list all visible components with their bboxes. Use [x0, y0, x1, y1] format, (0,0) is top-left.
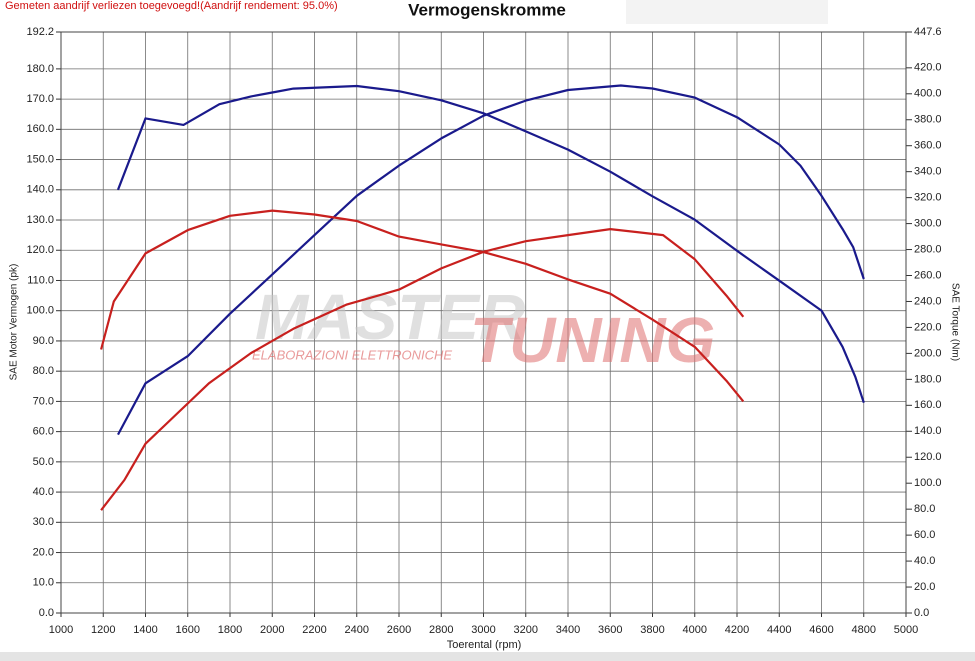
x-tick-label: 1600	[176, 624, 200, 636]
x-tick-label: 4600	[809, 624, 833, 636]
y2-tick-label: 0.0	[914, 607, 929, 619]
y-tick-label: 50.0	[33, 456, 54, 468]
y2-tick-label: 360.0	[914, 140, 942, 152]
watermark-text: ELABORAZIONI ELETTRONICHE	[252, 347, 452, 362]
y2-tick-label: 180.0	[914, 373, 942, 385]
x-tick-label: 5000	[894, 624, 918, 636]
y-tick-label: 180.0	[26, 63, 54, 75]
y2-tick-label: 340.0	[914, 166, 942, 178]
x-tick-label: 2000	[260, 624, 284, 636]
x-tick-label: 4000	[683, 624, 707, 636]
x-tick-label: 2800	[429, 624, 453, 636]
series-line	[117, 84, 865, 436]
y2-tick-label: 280.0	[914, 243, 942, 255]
header-panel	[626, 0, 828, 24]
y2-tick-label: 20.0	[914, 581, 935, 593]
note: Gemeten aandrijf verliezen toegevoegd!(A…	[5, 0, 338, 12]
y2-tick-label: 160.0	[914, 399, 942, 411]
y2-tick-label: 100.0	[914, 477, 942, 489]
y-tick-label: 110.0	[27, 274, 54, 286]
y-tick-label: 90.0	[33, 335, 54, 347]
y-tick-label: 170.0	[26, 93, 54, 105]
y-tick-label: 0.0	[39, 607, 54, 619]
y-tick-label: 70.0	[33, 395, 54, 407]
chart-title: Vermogenskromme	[408, 0, 566, 19]
y-tick-label: 130.0	[26, 214, 54, 226]
plot-frame	[60, 31, 907, 614]
x-tick-label: 1200	[91, 624, 115, 636]
y2-tick-label: 60.0	[914, 529, 935, 541]
y2-tick-label: 380.0	[914, 114, 942, 126]
y2-tick-label: 300.0	[914, 217, 942, 229]
x-tick-label: 1800	[218, 624, 242, 636]
y2-tick-label: 120.0	[914, 451, 942, 463]
y2-tick-label: 40.0	[914, 555, 935, 567]
y-tick-label: 40.0	[33, 486, 54, 498]
y2-tick-label: 200.0	[914, 347, 942, 359]
y-tick-label: 10.0	[33, 577, 54, 589]
y2-tick-label: 80.0	[914, 503, 935, 515]
x-tick-label: 2400	[345, 624, 369, 636]
y-tick-label: 100.0	[26, 305, 54, 317]
series-line	[116, 84, 865, 404]
y-tick-label: 20.0	[33, 546, 54, 558]
y2-axis-label: SAE Torque (Nm)	[949, 283, 960, 361]
y-tick-label: 140.0	[26, 184, 54, 196]
y-axis-label: SAE Motor Vermogen (pk)	[9, 264, 20, 381]
y2-tick-label: 220.0	[914, 321, 942, 333]
y2-tick-label: 260.0	[914, 269, 942, 281]
x-tick-label: 1400	[133, 624, 157, 636]
x-tick-label: 1000	[49, 624, 73, 636]
series-line	[100, 209, 745, 403]
y-tick-label: 30.0	[33, 516, 54, 528]
series-line	[100, 228, 745, 511]
x-tick-label: 4400	[767, 624, 791, 636]
x-tick-label: 3000	[471, 624, 495, 636]
x-tick-label: 4800	[852, 624, 876, 636]
y2-tick-label: 420.0	[914, 62, 942, 74]
x-tick-label: 3800	[640, 624, 664, 636]
y2-tick-label: 320.0	[914, 192, 942, 204]
footer-bar	[0, 652, 975, 661]
y-tick-label: 80.0	[33, 365, 54, 377]
y-tick-label: 160.0	[26, 123, 54, 135]
x-tick-label: 3600	[598, 624, 622, 636]
watermark-text: TUNING	[470, 304, 715, 376]
y2-tick-label: 400.0	[914, 88, 942, 100]
x-tick-label: 3200	[514, 624, 538, 636]
y2-tick-label: 140.0	[914, 425, 942, 437]
y2-tick-label: 240.0	[914, 295, 942, 307]
x-tick-label: 2200	[302, 624, 326, 636]
x-tick-label: 3400	[556, 624, 580, 636]
x-axis-label: Toerental (rpm)	[447, 639, 522, 651]
x-tick-label: 4200	[725, 624, 749, 636]
x-tick-label: 2600	[387, 624, 411, 636]
y-tick-label: 192.2	[26, 26, 54, 38]
y2-tick-label: 447.6	[914, 26, 942, 38]
y-tick-label: 60.0	[33, 426, 54, 438]
y-tick-label: 120.0	[26, 244, 54, 256]
y-tick-label: 150.0	[26, 153, 54, 165]
